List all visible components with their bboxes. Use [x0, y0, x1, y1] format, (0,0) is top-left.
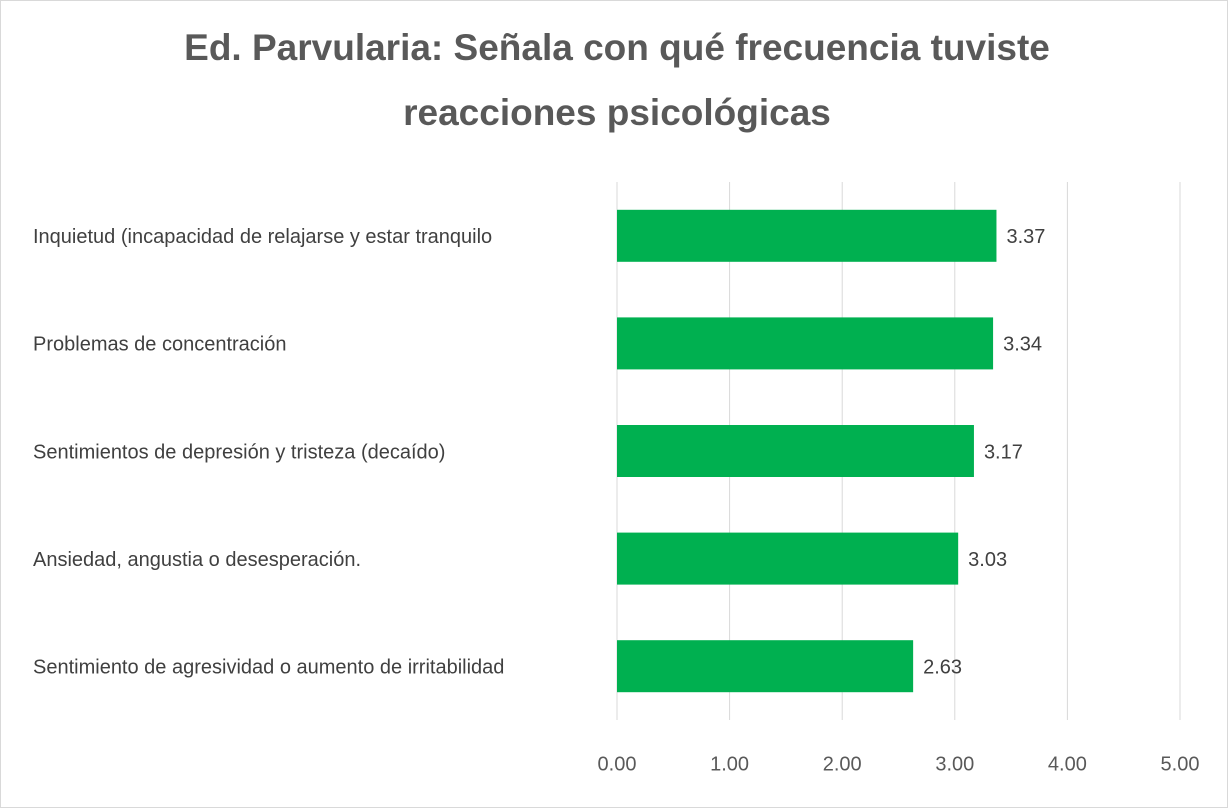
bar	[617, 640, 914, 693]
y-tick-label: Inquietud (incapacidad de relajarse y es…	[33, 226, 492, 248]
x-tick-label: 5.00	[1161, 753, 1200, 775]
y-tick-label: Sentimiento de agresividad o aumento de …	[33, 656, 504, 678]
bar	[617, 317, 994, 370]
y-tick-label: Problemas de concentración	[33, 334, 286, 356]
y-tick-label: Sentimientos de depresión y tristeza (de…	[33, 441, 445, 463]
value-label: 3.37	[1006, 226, 1045, 248]
x-tick-label: 2.00	[823, 753, 862, 775]
x-tick-label: 4.00	[1048, 753, 1087, 775]
bar	[617, 209, 997, 262]
value-label: 2.63	[923, 656, 962, 678]
x-tick-label: 0.00	[598, 753, 637, 775]
x-tick-label: 1.00	[710, 753, 749, 775]
chart-title: Ed. Parvularia: Señala con qué frecuenci…	[184, 27, 1050, 68]
value-label: 3.17	[984, 441, 1023, 463]
bar	[617, 425, 974, 477]
chart-title: reacciones psicológicas	[403, 92, 831, 133]
value-label: 3.34	[1003, 334, 1042, 356]
value-label: 3.03	[968, 549, 1007, 571]
bar	[617, 532, 959, 585]
y-tick-label: Ansiedad, angustia o desesperación.	[33, 549, 361, 571]
x-tick-label: 3.00	[935, 753, 974, 775]
